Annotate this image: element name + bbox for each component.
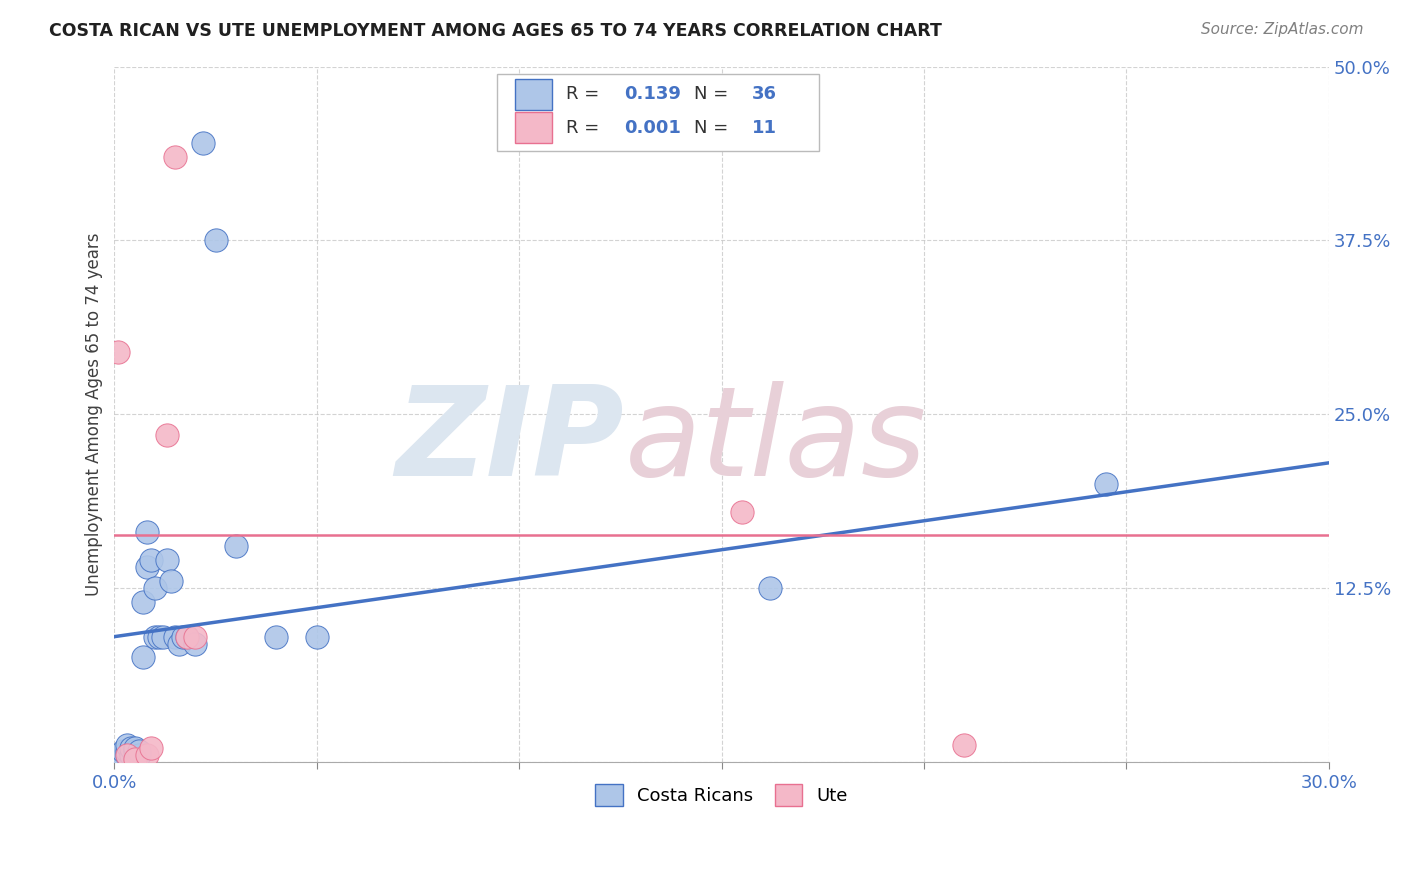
Point bbox=[135, 747, 157, 762]
Point bbox=[165, 150, 187, 164]
Text: N =: N = bbox=[693, 86, 734, 103]
Point bbox=[124, 750, 146, 764]
Text: 36: 36 bbox=[752, 86, 778, 103]
Point bbox=[115, 747, 138, 762]
Text: N =: N = bbox=[693, 119, 734, 136]
Point bbox=[139, 553, 162, 567]
Point bbox=[143, 581, 166, 595]
Text: COSTA RICAN VS UTE UNEMPLOYMENT AMONG AGES 65 TO 74 YEARS CORRELATION CHART: COSTA RICAN VS UTE UNEMPLOYMENT AMONG AG… bbox=[49, 22, 942, 40]
Point bbox=[107, 344, 129, 359]
Point bbox=[135, 525, 157, 540]
Point bbox=[266, 630, 288, 644]
Text: ZIP: ZIP bbox=[395, 382, 624, 502]
Text: 0.139: 0.139 bbox=[624, 86, 682, 103]
Text: R =: R = bbox=[567, 119, 605, 136]
Point bbox=[184, 637, 207, 651]
Point bbox=[225, 539, 247, 553]
Point bbox=[135, 560, 157, 574]
Bar bbox=[515, 79, 551, 110]
Text: atlas: atlas bbox=[624, 382, 927, 502]
Point bbox=[115, 747, 138, 762]
Point bbox=[128, 744, 150, 758]
Point bbox=[124, 744, 146, 758]
Bar bbox=[515, 112, 551, 143]
Point bbox=[120, 740, 142, 755]
Point bbox=[143, 630, 166, 644]
Point bbox=[176, 630, 198, 644]
Point bbox=[124, 752, 146, 766]
Point bbox=[160, 574, 183, 588]
Point bbox=[115, 744, 138, 758]
Point bbox=[204, 233, 226, 247]
Point bbox=[132, 650, 155, 665]
Point bbox=[128, 747, 150, 762]
Point bbox=[111, 744, 134, 758]
Point bbox=[124, 740, 146, 755]
Text: Source: ZipAtlas.com: Source: ZipAtlas.com bbox=[1201, 22, 1364, 37]
Point bbox=[1095, 476, 1118, 491]
Point bbox=[120, 747, 142, 762]
Text: 11: 11 bbox=[752, 119, 778, 136]
Point bbox=[111, 750, 134, 764]
Point bbox=[115, 738, 138, 752]
Text: 0.001: 0.001 bbox=[624, 119, 682, 136]
Point bbox=[184, 630, 207, 644]
Point bbox=[165, 630, 187, 644]
Point bbox=[152, 630, 174, 644]
Legend: Costa Ricans, Ute: Costa Ricans, Ute bbox=[586, 775, 856, 815]
Point bbox=[156, 428, 179, 442]
Point bbox=[156, 553, 179, 567]
Point bbox=[167, 637, 190, 651]
Point bbox=[953, 738, 976, 752]
Y-axis label: Unemployment Among Ages 65 to 74 years: Unemployment Among Ages 65 to 74 years bbox=[86, 233, 103, 596]
Point bbox=[176, 630, 198, 644]
Point bbox=[193, 136, 215, 150]
Point bbox=[107, 747, 129, 762]
Point bbox=[148, 630, 170, 644]
Point bbox=[139, 740, 162, 755]
FancyBboxPatch shape bbox=[496, 73, 818, 152]
Point bbox=[731, 504, 754, 518]
Point bbox=[172, 630, 194, 644]
Text: R =: R = bbox=[567, 86, 605, 103]
Point bbox=[759, 581, 782, 595]
Point bbox=[305, 630, 328, 644]
Point bbox=[132, 595, 155, 609]
